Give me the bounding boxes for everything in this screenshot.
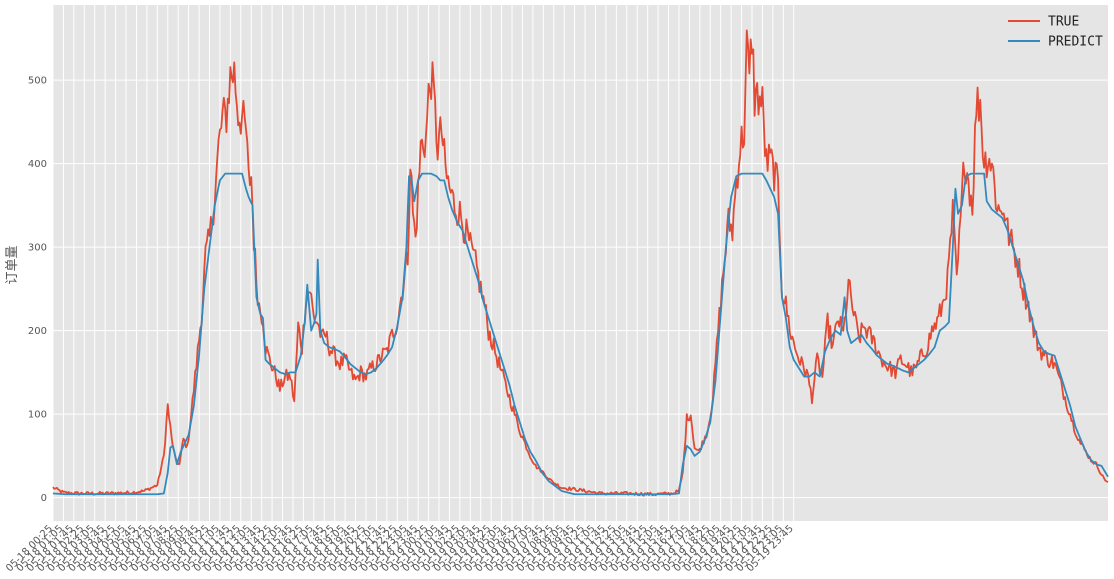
y-axis-label: 订单量 (5, 245, 20, 284)
y-tick-label: 300 (28, 243, 47, 254)
y-tick-label: 0 (41, 493, 47, 504)
series-layer (52, 29, 1109, 497)
legend-label-predict: PREDICT (1048, 35, 1103, 50)
series-line-true (52, 29, 1109, 497)
y-tick-label: 400 (28, 159, 47, 170)
legend-label-true: TRUE (1048, 15, 1079, 30)
horizontal-gridlines (53, 79, 1108, 499)
legend: TRUE PREDICT (1008, 15, 1103, 50)
series-line-predict (52, 172, 1109, 496)
y-tick-label: 100 (28, 410, 47, 421)
y-tick-label: 500 (28, 76, 47, 87)
y-tick-label: 200 (28, 326, 47, 337)
plot-area (53, 5, 1108, 521)
y-tick-labels: 0 100 200 300 400 500 (28, 76, 47, 504)
